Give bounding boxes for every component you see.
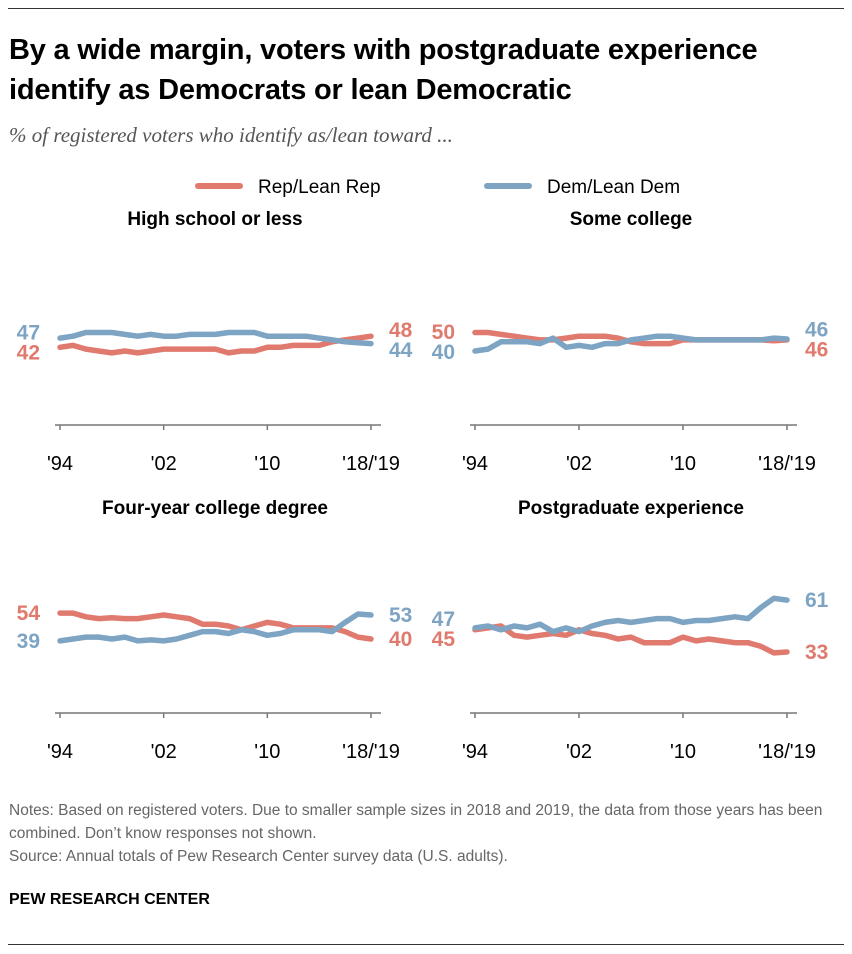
x-tick-label: '02 — [566, 453, 592, 475]
panel-title: Some college — [570, 209, 693, 230]
dem-end-label: 53 — [389, 604, 412, 627]
panel-title: Postgraduate experience — [518, 498, 744, 519]
dem-start-label: 40 — [432, 341, 455, 364]
dem-line — [57, 329, 374, 347]
x-tick-label: '10 — [254, 453, 280, 475]
rep-start-label: 54 — [17, 602, 41, 625]
x-tick-label: '94 — [462, 453, 488, 475]
dem-start-label: 39 — [17, 630, 40, 653]
dem-start-label: 47 — [432, 608, 455, 631]
legend-label-dem: Dem/Lean Dem — [547, 177, 680, 198]
rep-start-label: 45 — [432, 628, 456, 651]
rep-end-label: 40 — [389, 628, 412, 651]
chart-area: Rep/Lean Rep Dem/Lean Dem High school or… — [17, 177, 829, 763]
x-tick-label: '10 — [254, 741, 280, 763]
notes-text: Notes: Based on registered voters. Due t… — [9, 802, 823, 842]
rep-line — [57, 610, 374, 642]
rep-end-label: 46 — [805, 338, 828, 361]
dem-line — [472, 595, 790, 635]
rep-end-label: 33 — [805, 641, 828, 664]
rep-line — [472, 623, 790, 656]
x-tick-label: '18/'19 — [758, 741, 816, 763]
notes: Notes: Based on registered voters. Due t… — [9, 799, 839, 868]
source-text: Source: Annual totals of Pew Research Ce… — [9, 848, 508, 865]
x-tick-label: '10 — [670, 453, 696, 475]
rep-line — [57, 333, 374, 356]
dem-end-label: 44 — [389, 339, 413, 362]
bottom-rule — [8, 944, 844, 945]
panel-4: Postgraduate experience '94 '02 '10 '18/'19 4… — [432, 498, 829, 763]
x-tick-label: '18/'19 — [342, 453, 400, 475]
top-rule — [8, 8, 844, 9]
dem-end-label: 61 — [805, 589, 829, 612]
x-tick-label: '18/'19 — [758, 453, 816, 475]
x-tick-label: '10 — [670, 741, 696, 763]
x-tick-label: '02 — [151, 453, 177, 475]
dem-line — [472, 333, 790, 354]
rep-start-label: 50 — [432, 321, 455, 344]
dem-line — [57, 611, 374, 644]
x-tick-label: '02 — [151, 741, 177, 763]
brand-name: PEW RESEARCH CENTER — [9, 891, 210, 908]
x-tick-label: '94 — [47, 453, 73, 475]
x-tick-label: '18/'19 — [342, 741, 400, 763]
x-tick-label: '02 — [566, 741, 592, 763]
dem-start-label: 47 — [17, 322, 40, 345]
chart-subtitle: % of registered voters who identify as/l… — [9, 123, 453, 147]
legend-label-rep: Rep/Lean Rep — [258, 177, 381, 198]
rep-end-label: 48 — [389, 319, 413, 342]
panel-3: Four-year college degree '94 '02 '10 '18/'19… — [17, 498, 413, 763]
x-tick-label: '94 — [47, 741, 73, 763]
x-tick-label: '94 — [462, 741, 488, 763]
legend: Rep/Lean Rep Dem/Lean Dem — [195, 177, 680, 198]
panel-title: High school or less — [127, 209, 302, 230]
rep-start-label: 42 — [17, 342, 40, 365]
dem-end-label: 46 — [805, 318, 828, 341]
chart-title: By a wide margin, voters with postgradua… — [9, 34, 758, 106]
panel-title: Four-year college degree — [102, 498, 328, 519]
